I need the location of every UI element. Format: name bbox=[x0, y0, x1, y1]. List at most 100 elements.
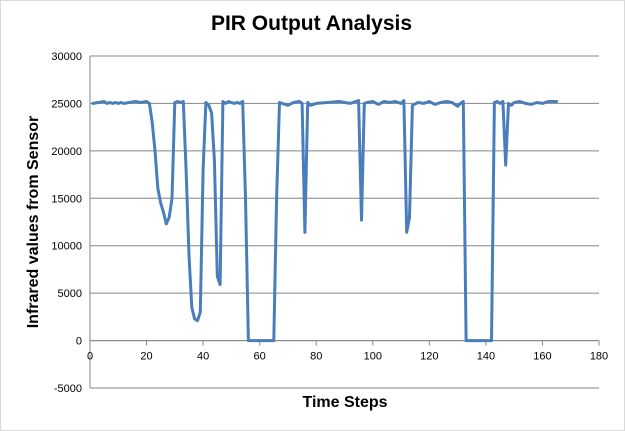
data-point bbox=[196, 319, 199, 322]
tick-labels: -5000 0 5000 10000 15000 20000 25000 30000 0 20 40… bbox=[51, 51, 608, 395]
data-point bbox=[117, 102, 120, 105]
data-point bbox=[493, 101, 496, 104]
data-point bbox=[529, 103, 533, 106]
data-point bbox=[145, 100, 148, 103]
data-point bbox=[524, 102, 527, 105]
data-point bbox=[337, 100, 340, 103]
y-tick-label: 5000 bbox=[58, 288, 82, 300]
y-tick-label: 20000 bbox=[51, 146, 82, 158]
series-layer bbox=[91, 99, 559, 343]
data-point bbox=[241, 100, 244, 103]
x-tick-label: 180 bbox=[590, 351, 608, 363]
data-point bbox=[230, 101, 233, 104]
data-point bbox=[218, 283, 222, 286]
data-point bbox=[445, 100, 448, 103]
data-point bbox=[402, 99, 406, 102]
chart-title: PIR Output Analysis bbox=[210, 12, 413, 35]
data-point bbox=[541, 102, 544, 105]
data-point bbox=[201, 168, 205, 171]
data-point bbox=[300, 102, 304, 105]
data-point bbox=[464, 339, 468, 342]
data-point bbox=[467, 339, 471, 342]
data-point bbox=[363, 102, 366, 105]
data-point bbox=[292, 101, 295, 104]
data-point bbox=[349, 102, 352, 105]
x-tick-label: 100 bbox=[364, 351, 382, 363]
data-point bbox=[422, 102, 425, 105]
x-tick-label: 120 bbox=[420, 351, 438, 363]
data-point bbox=[399, 102, 403, 105]
data-point bbox=[518, 100, 521, 103]
data-point bbox=[377, 103, 380, 106]
data-point bbox=[269, 339, 273, 342]
data-point bbox=[501, 100, 505, 103]
data-point bbox=[193, 317, 196, 320]
data-point bbox=[250, 339, 253, 342]
data-point bbox=[235, 101, 239, 104]
data-point bbox=[233, 102, 236, 105]
data-point bbox=[168, 216, 171, 219]
data-point bbox=[309, 104, 312, 107]
data-point bbox=[91, 102, 95, 105]
data-point bbox=[510, 104, 513, 107]
data-point bbox=[405, 231, 408, 234]
data-point bbox=[134, 100, 137, 103]
data-point bbox=[207, 104, 210, 107]
y-tick-label: 0 bbox=[76, 336, 82, 348]
data-point bbox=[264, 339, 267, 342]
data-point bbox=[111, 102, 114, 105]
data-point bbox=[484, 339, 488, 342]
y-tick-label: 30000 bbox=[51, 51, 82, 63]
data-point bbox=[507, 102, 510, 105]
data-point bbox=[408, 216, 411, 219]
data-point bbox=[496, 100, 499, 103]
data-point bbox=[151, 121, 154, 124]
data-point bbox=[459, 102, 462, 105]
x-tick-label: 80 bbox=[310, 351, 322, 363]
data-point bbox=[159, 201, 162, 205]
data-point bbox=[490, 339, 493, 342]
data-point bbox=[416, 101, 420, 104]
data-point bbox=[184, 168, 188, 171]
x-tick-label: 40 bbox=[197, 351, 209, 363]
data-point bbox=[187, 254, 191, 257]
data-point bbox=[504, 163, 507, 167]
data-point bbox=[428, 100, 431, 103]
data-point bbox=[213, 159, 216, 162]
data-point bbox=[473, 339, 476, 342]
data-point bbox=[258, 339, 261, 342]
data-point bbox=[498, 102, 502, 105]
x-tick-label: 140 bbox=[477, 351, 495, 363]
axes bbox=[89, 56, 600, 388]
data-point bbox=[108, 101, 112, 104]
data-point bbox=[176, 100, 179, 103]
y-tick-label: 10000 bbox=[51, 241, 82, 253]
y-tick-label: 15000 bbox=[51, 193, 82, 205]
data-point bbox=[173, 101, 176, 104]
data-point bbox=[199, 310, 202, 314]
data-point bbox=[303, 231, 307, 234]
data-point bbox=[360, 218, 363, 222]
data-point bbox=[278, 101, 281, 104]
data-point bbox=[122, 102, 126, 105]
data-point bbox=[479, 339, 482, 342]
data-point bbox=[281, 102, 284, 105]
data-point bbox=[170, 197, 174, 200]
data-point bbox=[182, 100, 185, 103]
data-point bbox=[298, 100, 301, 103]
data-point bbox=[162, 211, 165, 214]
data-point bbox=[365, 101, 369, 104]
data-point bbox=[139, 101, 143, 104]
data-point bbox=[179, 101, 182, 104]
data-point bbox=[546, 100, 550, 103]
data-point bbox=[244, 197, 247, 200]
data-point bbox=[97, 101, 100, 104]
data-point bbox=[156, 187, 160, 190]
data-point bbox=[371, 100, 374, 103]
data-point bbox=[513, 101, 516, 104]
data-point bbox=[272, 339, 275, 342]
data-point bbox=[357, 99, 360, 102]
series-line bbox=[91, 99, 559, 343]
